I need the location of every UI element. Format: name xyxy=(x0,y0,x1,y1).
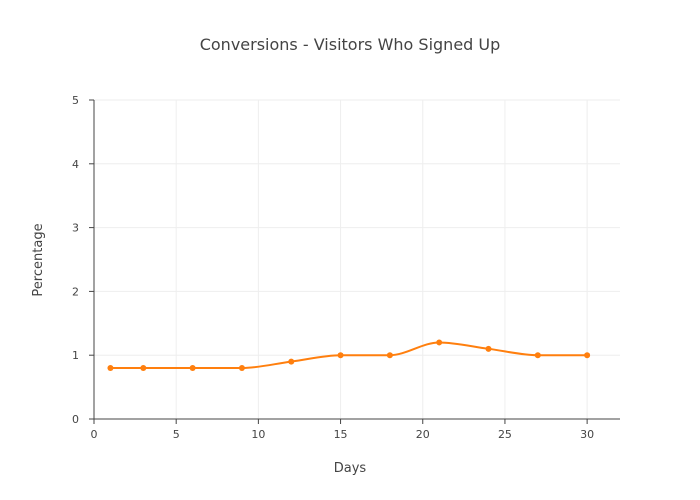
data-point[interactable] xyxy=(140,364,147,371)
tick-layer: 0 5 10 15 20 25 30 0 1 2 3 4 5 xyxy=(72,94,594,441)
x-tick-label: 30 xyxy=(580,428,594,441)
y-tick-label: 1 xyxy=(72,349,79,362)
data-point[interactable] xyxy=(436,339,443,346)
y-tick-label: 2 xyxy=(72,285,79,298)
data-point[interactable] xyxy=(584,352,591,359)
data-point[interactable] xyxy=(238,364,245,371)
data-point[interactable] xyxy=(337,352,344,359)
x-tick-label: 10 xyxy=(251,428,265,441)
series-layer xyxy=(107,339,591,371)
chart-title: Conversions - Visitors Who Signed Up xyxy=(200,35,501,54)
data-point[interactable] xyxy=(107,364,114,371)
y-axis-title: Percentage xyxy=(31,223,46,296)
x-tick-label: 5 xyxy=(173,428,180,441)
data-point[interactable] xyxy=(485,345,492,352)
data-point[interactable] xyxy=(189,364,196,371)
x-tick-label: 20 xyxy=(416,428,430,441)
x-axis-title: Days xyxy=(334,461,367,476)
x-tick-label: 0 xyxy=(91,428,98,441)
y-tick-label: 5 xyxy=(72,94,79,107)
data-point[interactable] xyxy=(386,352,393,359)
grid-layer xyxy=(94,99,620,419)
axis-layer xyxy=(93,100,620,420)
x-tick-label: 15 xyxy=(334,428,348,441)
y-tick-label: 3 xyxy=(72,222,79,235)
x-tick-label: 25 xyxy=(498,428,512,441)
y-tick-label: 4 xyxy=(72,158,79,171)
data-point[interactable] xyxy=(534,352,541,359)
data-point[interactable] xyxy=(288,358,295,365)
y-tick-label: 0 xyxy=(72,413,79,426)
